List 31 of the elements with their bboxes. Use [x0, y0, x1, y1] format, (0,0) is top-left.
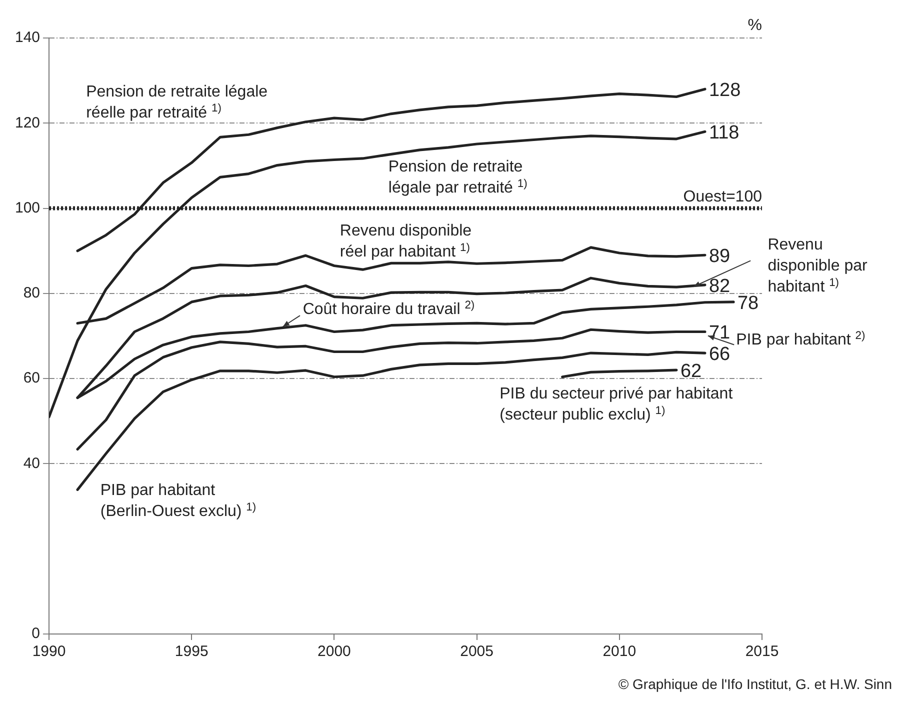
data-label: 66 — [708, 344, 730, 366]
data-label: 78 — [737, 292, 759, 314]
text: PIB du secteur privé par habitant (secteur public exclu) 1) — [500, 386, 733, 424]
text: Revenu disponible par habitant 1) — [768, 236, 868, 296]
y-tick-label: 80 — [23, 284, 40, 302]
y-tick-label: 0 — [32, 625, 40, 642]
text: Pension de retraite légale réelle par retraité 1) — [86, 83, 268, 122]
x-tick-label: 2005 — [460, 643, 494, 660]
data-label: 118 — [708, 122, 740, 144]
data-label: 82 — [708, 276, 730, 297]
y-axis-title: % — [748, 17, 762, 34]
y-tick-label: 40 — [23, 454, 40, 472]
text: © Graphique de l'Ifo Institut, G. et H.W. Sinn — [617, 676, 892, 692]
x-tick-label: 2010 — [602, 643, 636, 660]
text: Revenu disponible réel par habitant 1) — [340, 222, 472, 261]
y-tick-label: 100 — [14, 199, 40, 216]
ref-line-label: Ouest=100 — [683, 188, 762, 206]
series-label: PIB par habitant 2) — [736, 330, 866, 349]
text: Pension de retraite légale par retraité 1) — [388, 158, 528, 197]
series-label: PIB par habitant (Berlin-Ouest exclu) 1) — [100, 482, 256, 520]
y-tick-label: 120 — [14, 114, 40, 132]
data-label: 128 — [708, 80, 741, 102]
x-tick-label: 1995 — [174, 643, 208, 660]
y-tick-label: 60 — [23, 370, 40, 387]
data-label: 62 — [680, 361, 702, 382]
y-tick-label: 140 — [14, 29, 40, 46]
series-label: Coût horaire du travail 2) — [302, 299, 475, 318]
x-tick-label: 1990 — [32, 643, 66, 660]
x-tick-label: 2015 — [745, 643, 779, 660]
x-tick-label: 2000 — [318, 643, 351, 660]
data-label: 89 — [708, 246, 730, 268]
